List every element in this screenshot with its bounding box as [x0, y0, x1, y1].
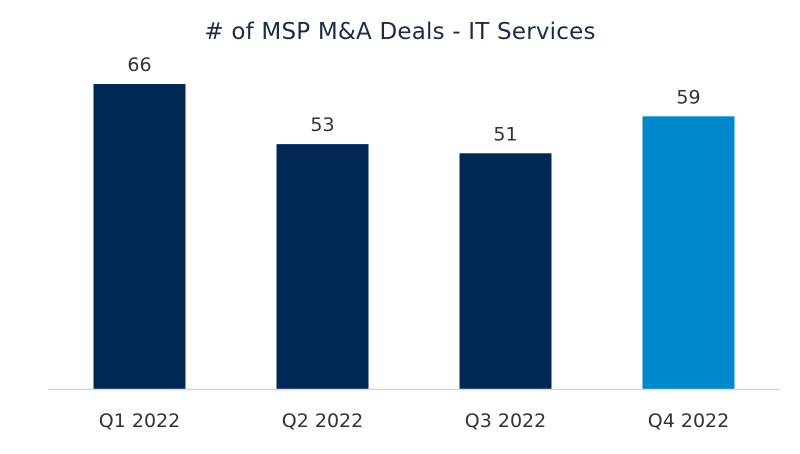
x-tick-label-q2-2022: Q2 2022: [282, 410, 363, 432]
data-label-q1-2022: 66: [127, 54, 151, 76]
bar-q1-2022: [93, 84, 186, 389]
data-label-q2-2022: 53: [310, 114, 334, 136]
bar-q4-2022: [642, 116, 735, 390]
x-tick-label-q3-2022: Q3 2022: [465, 410, 546, 432]
chart-title: # of MSP M&A Deals - IT Services: [204, 19, 596, 45]
bar-q2-2022: [276, 144, 369, 389]
data-label-q4-2022: 59: [676, 86, 700, 108]
data-label-q3-2022: 51: [493, 123, 517, 145]
x-tick-label-q1-2022: Q1 2022: [99, 410, 180, 432]
x-tick-label-q4-2022: Q4 2022: [648, 410, 729, 432]
bar-q3-2022: [459, 153, 552, 389]
